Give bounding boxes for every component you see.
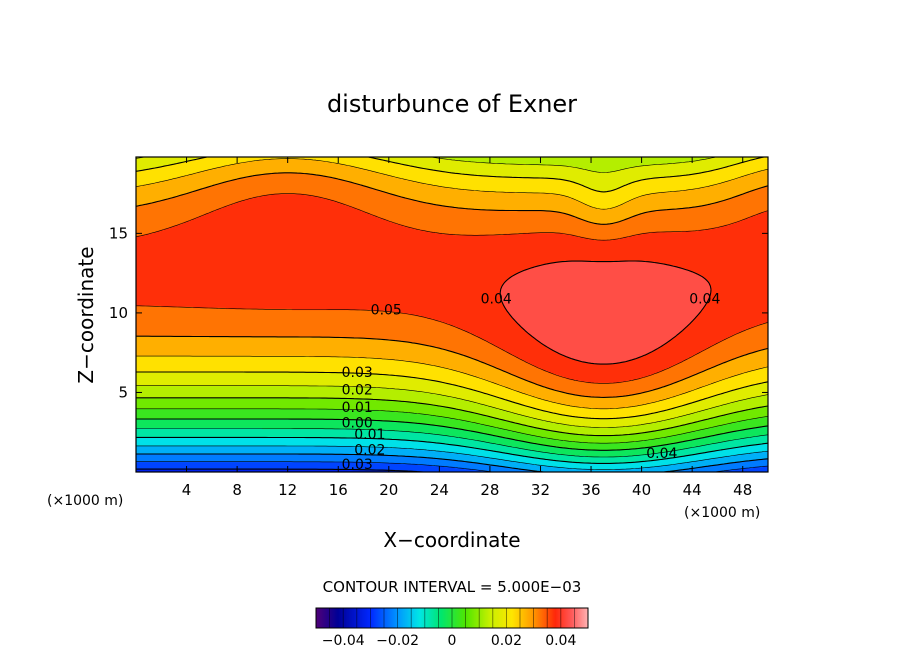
contour-line — [136, 453, 768, 472]
colorbar-tick-labels: −0.04 −0.02 0 0.02 0.04 — [322, 633, 577, 649]
contour-label: 0.02 — [342, 382, 373, 398]
x-tick-label: 40 — [632, 481, 651, 499]
x-tick-label: 44 — [683, 481, 702, 499]
x-tick-label: 20 — [379, 481, 398, 499]
colorbar-level-lines — [329, 608, 575, 628]
colorbar-tick-label: −0.04 — [322, 633, 365, 649]
x-tick-label: 32 — [531, 481, 550, 499]
colorbar-tick-label: 0.02 — [491, 633, 522, 649]
x-tick-label: 16 — [329, 481, 348, 499]
contour-line — [136, 461, 768, 472]
plot-area: 0.050.04 0.040.030.020.010.000.010.020.03… — [135, 156, 769, 473]
contour-line — [136, 157, 768, 420]
x-axis-ticks: 4 8 12 16 20 24 28 32 36 40 44 48 — [182, 157, 752, 499]
y-tick-label: 15 — [109, 224, 128, 242]
contour-label: 0.05 — [371, 303, 402, 319]
contour-line — [136, 428, 768, 458]
colorbar-frame — [315, 607, 589, 629]
y-tick-label: 5 — [118, 383, 128, 401]
chart-title: disturbunce of Exner — [327, 90, 577, 118]
x-tick-label: 4 — [182, 481, 192, 499]
y-unit-note: (×1000 m) — [47, 493, 123, 509]
x-tick-label: 36 — [581, 481, 600, 499]
contour-label: 0.01 — [342, 400, 373, 416]
x-axis-label: X−coordinate — [383, 528, 520, 552]
contour-label: 0.04 — [646, 446, 677, 462]
x-tick-label: 48 — [733, 481, 752, 499]
contour-label: 0.00 — [342, 416, 373, 432]
contour-label: 0.04 — [689, 292, 720, 308]
contour-label: 0.03 — [342, 365, 373, 381]
x-tick-label: 8 — [232, 481, 242, 499]
contour-lines — [136, 157, 768, 472]
contour-interval-text: CONTOUR INTERVAL = 5.000E−03 — [323, 578, 582, 596]
colorbar: −0.04 −0.02 0 0.02 0.04 — [315, 607, 589, 649]
contour-label: 0.01 — [354, 427, 385, 443]
contour-line — [136, 172, 768, 398]
contour-label: 0.03 — [342, 457, 373, 473]
colorbar-tick-label: 0.04 — [545, 633, 576, 649]
contour-line — [136, 158, 768, 410]
contour-labels: 0.050.04 0.040.030.020.010.000.010.020.03… — [342, 292, 721, 473]
colorbar-tick-label: 0 — [448, 633, 457, 649]
x-tick-label: 24 — [430, 481, 449, 499]
contour-line — [136, 468, 425, 472]
contour-line — [136, 436, 768, 464]
contour-line — [136, 397, 768, 437]
contour-line — [499, 260, 712, 365]
x-tick-label: 12 — [278, 481, 297, 499]
contour-line — [136, 445, 768, 470]
contour-line — [136, 193, 768, 384]
contour-label: 0.02 — [354, 443, 385, 459]
y-tick-label: 10 — [109, 304, 128, 322]
x-unit-note: (×1000 m) — [684, 505, 760, 521]
contour-label: 0.04 — [481, 292, 512, 308]
y-axis-label: Z−coordinate — [74, 246, 98, 383]
contour-line — [136, 418, 768, 451]
plot-frame — [135, 156, 769, 473]
colorbar-tick-label: −0.02 — [376, 633, 419, 649]
contour-line — [136, 157, 768, 428]
y-axis-ticks: 5 10 15 — [109, 224, 768, 401]
x-tick-label: 28 — [480, 481, 499, 499]
contour-line — [136, 408, 768, 444]
